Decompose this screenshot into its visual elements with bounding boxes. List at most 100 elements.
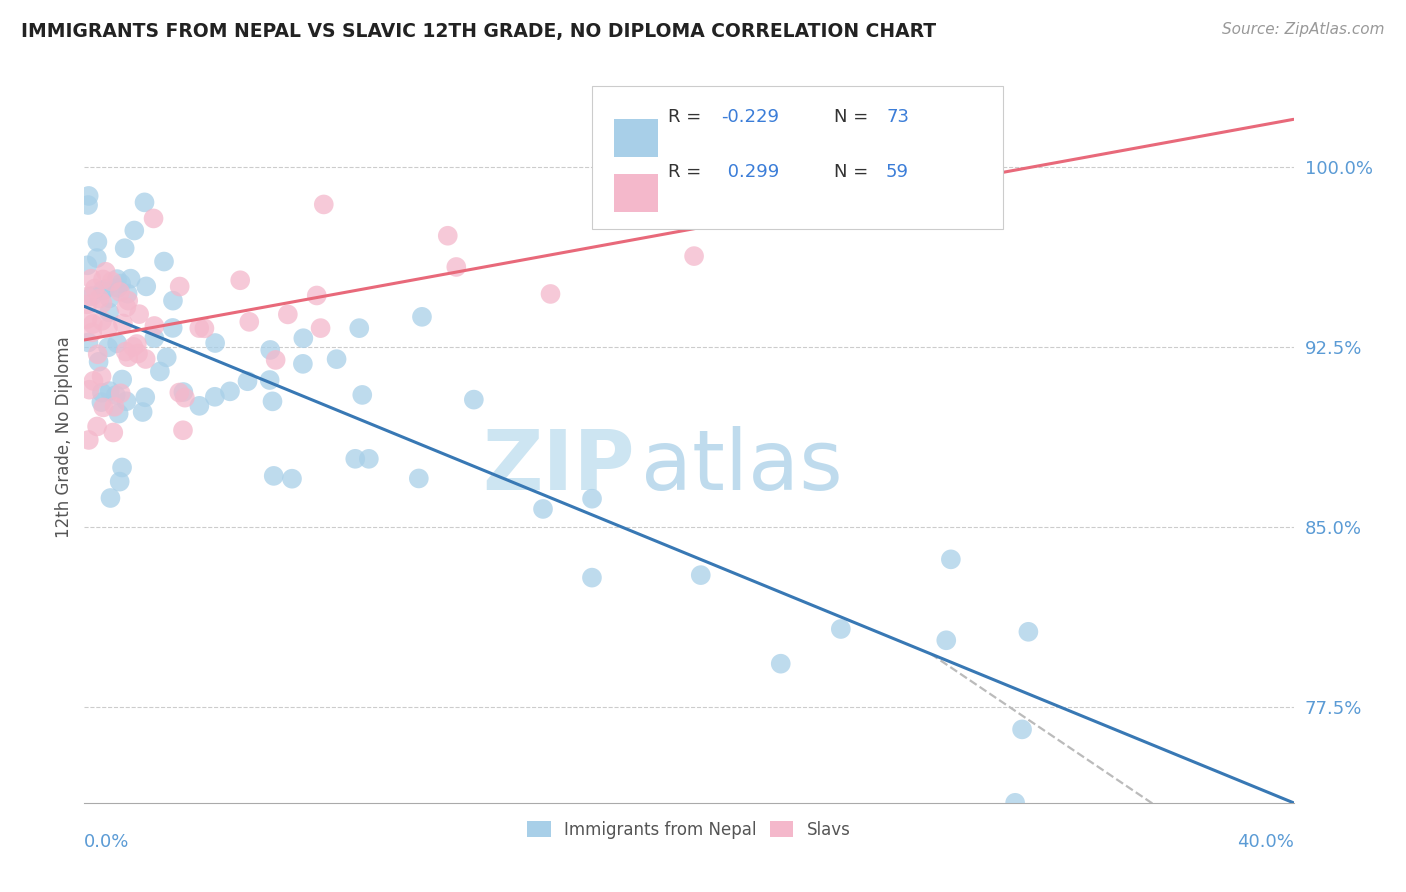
Legend: Immigrants from Nepal, Slavs: Immigrants from Nepal, Slavs: [520, 814, 858, 846]
Point: [174, 391, 197, 405]
Point: [1004, 796, 1026, 810]
Point: [831, 174, 853, 188]
Point: [111, 372, 134, 386]
Point: [89, 292, 111, 306]
Point: [100, 274, 122, 288]
Point: [120, 271, 142, 285]
Point: [77, 335, 100, 350]
Point: [77, 189, 100, 203]
Point: [90, 369, 112, 384]
Point: [169, 279, 191, 293]
Point: [114, 344, 136, 359]
Point: [325, 352, 347, 367]
Point: [259, 343, 281, 357]
Point: [87, 355, 110, 369]
FancyBboxPatch shape: [592, 86, 1004, 228]
Point: [97, 321, 120, 335]
Point: [98, 384, 121, 398]
Point: [263, 469, 285, 483]
Point: [540, 287, 562, 301]
Point: [90, 395, 112, 409]
Point: [86, 235, 108, 249]
Text: Source: ZipAtlas.com: Source: ZipAtlas.com: [1222, 22, 1385, 37]
Point: [131, 405, 153, 419]
Point: [103, 425, 125, 440]
Point: [972, 176, 994, 190]
Point: [86, 347, 108, 361]
Point: [115, 394, 138, 409]
Point: [309, 321, 332, 335]
Point: [91, 296, 114, 310]
Point: [204, 390, 226, 404]
Point: [77, 198, 100, 212]
Point: [188, 321, 211, 335]
Point: [238, 315, 260, 329]
Point: [193, 321, 215, 335]
Point: [581, 571, 603, 585]
Point: [117, 286, 139, 301]
Point: [107, 407, 129, 421]
Point: [124, 223, 146, 237]
Point: [94, 265, 117, 279]
Text: IMMIGRANTS FROM NEPAL VS SLAVIC 12TH GRADE, NO DIPLOMA CORRELATION CHART: IMMIGRANTS FROM NEPAL VS SLAVIC 12TH GRA…: [21, 22, 936, 41]
FancyBboxPatch shape: [614, 119, 658, 157]
Point: [134, 195, 156, 210]
Text: ZIP: ZIP: [482, 425, 634, 507]
Point: [291, 357, 314, 371]
Text: -0.229: -0.229: [721, 108, 779, 126]
Point: [76, 290, 98, 304]
Point: [436, 228, 458, 243]
Point: [262, 394, 284, 409]
Point: [281, 472, 304, 486]
Point: [357, 451, 380, 466]
Point: [134, 390, 156, 404]
Point: [76, 312, 98, 326]
Point: [108, 285, 131, 299]
Point: [219, 384, 242, 399]
Point: [105, 336, 128, 351]
Point: [115, 300, 138, 314]
Point: [86, 419, 108, 434]
Point: [143, 318, 166, 333]
Point: [411, 310, 433, 324]
Point: [229, 273, 252, 287]
Point: [98, 305, 121, 319]
Point: [446, 260, 468, 274]
Text: R =: R =: [668, 108, 707, 126]
Point: [103, 400, 125, 414]
Point: [689, 568, 711, 582]
Point: [82, 289, 104, 303]
Point: [292, 331, 315, 345]
Point: [135, 351, 157, 366]
Point: [939, 552, 962, 566]
Point: [82, 326, 104, 340]
Point: [259, 373, 281, 387]
Point: [82, 374, 104, 388]
Text: 0.299: 0.299: [721, 163, 779, 181]
Point: [277, 307, 299, 321]
Point: [581, 491, 603, 506]
Point: [108, 475, 131, 489]
Point: [91, 314, 114, 328]
Point: [91, 283, 114, 297]
Text: R =: R =: [668, 163, 707, 181]
Point: [127, 346, 149, 360]
Point: [80, 271, 103, 285]
Point: [204, 336, 226, 351]
Point: [117, 293, 139, 308]
Point: [86, 251, 108, 265]
Point: [91, 401, 114, 415]
Point: [91, 272, 114, 286]
Point: [1011, 723, 1033, 737]
Point: [111, 317, 134, 331]
Text: 0.0%: 0.0%: [84, 833, 129, 851]
Point: [935, 633, 957, 648]
Point: [153, 254, 176, 268]
Point: [105, 272, 128, 286]
Text: N =: N =: [834, 163, 875, 181]
Point: [128, 307, 150, 321]
Point: [76, 258, 98, 272]
Point: [156, 351, 179, 365]
Point: [671, 172, 693, 186]
Point: [188, 399, 211, 413]
